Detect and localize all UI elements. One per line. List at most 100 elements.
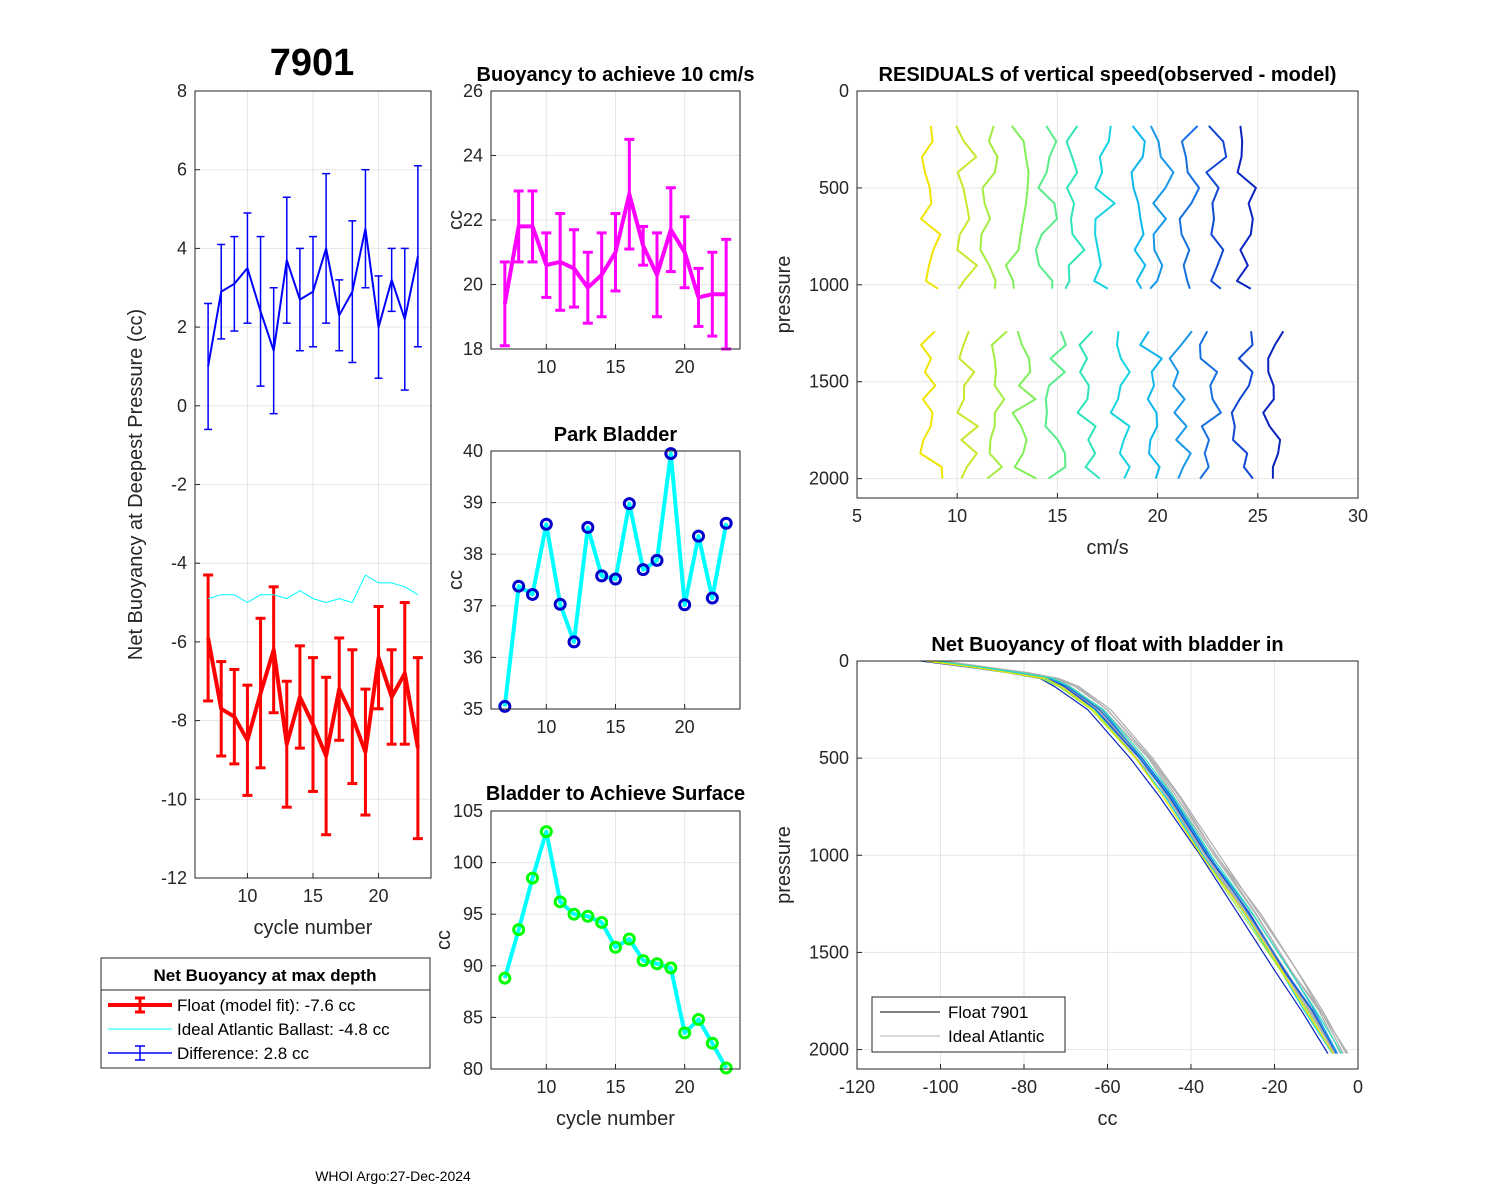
park_bladder-point [650,553,664,567]
residual-profile-line [1130,125,1147,290]
legend-label-float: Float (model fit): -7.6 cc [177,996,356,1015]
park_bladder-line [502,451,729,707]
y-tick-label: 1000 [809,275,849,295]
bladder_surface-point [678,1026,692,1040]
x-tick-label: -120 [839,1077,875,1097]
legend-label-float-7901: Float 7901 [948,1003,1028,1022]
chart-net_buoyancy_bladder_in: -120 -100 -80 -60 -40 -20 0 0 500 1000 1500 2000 Net… [773,634,1363,1130]
residual-profile-line [956,330,979,480]
residual-profile-line [1093,125,1116,290]
y-tick-label: 1000 [809,845,849,865]
x-tick-label: -80 [1011,1077,1037,1097]
park_bladder-point [678,598,692,612]
legend-item-float: Float (model fit): -7.6 cc [108,996,356,1015]
x-tick-label: 20 [675,1077,695,1097]
residual-profile-line [1109,331,1131,480]
y-tick-label: 500 [819,178,849,198]
y-tick-label: 90 [463,956,483,976]
y-tick-label: 95 [463,904,483,924]
float-cycle-profile-line [935,660,1343,1054]
y-axis-label: pressure [773,256,795,334]
y-tick-label: 1500 [809,372,849,392]
plot-marks [919,125,1285,480]
x-tick-label: 15 [303,886,323,906]
park_bladder-point [553,597,567,611]
chart-net_buoyancy: 10 15 20 -12 -10 -8 -6 -4 -2 0 2 4 6 8 cycle number Net… [125,81,432,939]
y-tick-label: 24 [463,146,483,166]
park_bladder-point [526,587,539,601]
legend-label-ideal: Ideal Atlantic Ballast: -4.8 cc [177,1020,390,1039]
y-tick-label: 35 [463,699,483,719]
residual-profile-line [1011,330,1037,480]
bladder_surface-point [705,1036,719,1050]
park_bladder-point [539,517,553,531]
residual-profile-line [1044,330,1067,480]
residual-profile-line [1230,331,1254,480]
residual-profile-line [1064,125,1086,290]
axes-frame [490,810,741,1070]
y-tick-label: 2000 [809,1040,849,1060]
residual-profile-line [955,125,978,290]
y-tick-label: -4 [171,553,187,573]
y-tick-label: 20 [463,275,483,295]
park_bladder-point [692,529,705,543]
y-tick-label: 39 [463,493,483,513]
x-tick-label: 10 [947,506,967,526]
legend-label-ideal-atlantic: Ideal Atlantic [948,1027,1045,1046]
x-axis-label: cycle number [556,1108,675,1130]
y-axis-label: Net Buoyancy at Deepest Pressure (cc) [125,309,147,660]
y-tick-label: 4 [177,238,187,258]
park_bladder-point [512,579,526,593]
residual-profile-line [1262,330,1285,479]
plot-marks [498,825,733,1075]
bladder_surface-point [609,940,622,954]
legend-item-difference: Difference: 2.8 cc [108,1044,309,1063]
bladder_surface-point [622,932,636,946]
difference-series-line [207,227,419,367]
park_bladder-point [498,699,512,713]
y-tick-label: 85 [463,1007,483,1027]
residual-profile-line [1178,125,1201,290]
park_bladder-point [636,563,650,577]
x-tick-label: 25 [1248,506,1268,526]
residual-profile-line [1205,125,1228,290]
y-tick-label: 0 [839,651,849,671]
y-tick-label: 100 [453,853,483,873]
bladder_surface-point [692,1012,705,1026]
x-tick-label: -100 [922,1077,958,1097]
buoyancy-series-line [502,192,727,305]
chart-title: RESIDUALS of vertical speed(observed - m… [879,64,1337,86]
plot-marks [920,660,1349,1054]
y-axis-label: pressure [773,826,795,904]
x-tick-label: 10 [536,717,556,737]
y-tick-label: 8 [177,81,187,101]
plot-marks [203,165,423,841]
park_bladder-point [567,635,581,649]
bladder_surface-point [567,907,581,921]
axes-frame [490,450,741,710]
y-axis-label: cc [445,210,467,230]
x-tick-label: 10 [237,886,257,906]
y-tick-label: 26 [463,81,483,101]
chart-residuals: 5 10 15 20 25 30 0 500 1000 1500 2000 RESIDUALS of … [773,64,1368,559]
bladder_surface-point [526,871,539,885]
bladder_surface-point [636,954,650,968]
park_bladder-point [705,591,719,605]
legend-item-ideal: Ideal Atlantic Ballast: -4.8 cc [108,1020,390,1039]
x-tick-label: 0 [1353,1077,1363,1097]
plot-area [857,91,1358,498]
plot-marks [498,447,733,713]
axes-frame [194,90,432,879]
chart-title: Bladder to Achieve Surface [486,783,745,805]
plot-marks [499,137,732,351]
residual-profile-line [1149,125,1175,290]
residual-profile-line [1139,330,1163,479]
chart-park_bladder: 10 15 20 35 36 37 38 39 40 Park Bladder cc [445,424,741,737]
y-axis-label: cc [433,930,455,950]
x-tick-label: -20 [1261,1077,1287,1097]
x-tick-label: -60 [1094,1077,1120,1097]
legend-profiles: Float 7901 Ideal Atlantic [871,996,1066,1053]
y-tick-label: 80 [463,1059,483,1079]
float-cycle-profile-line [927,660,1334,1054]
